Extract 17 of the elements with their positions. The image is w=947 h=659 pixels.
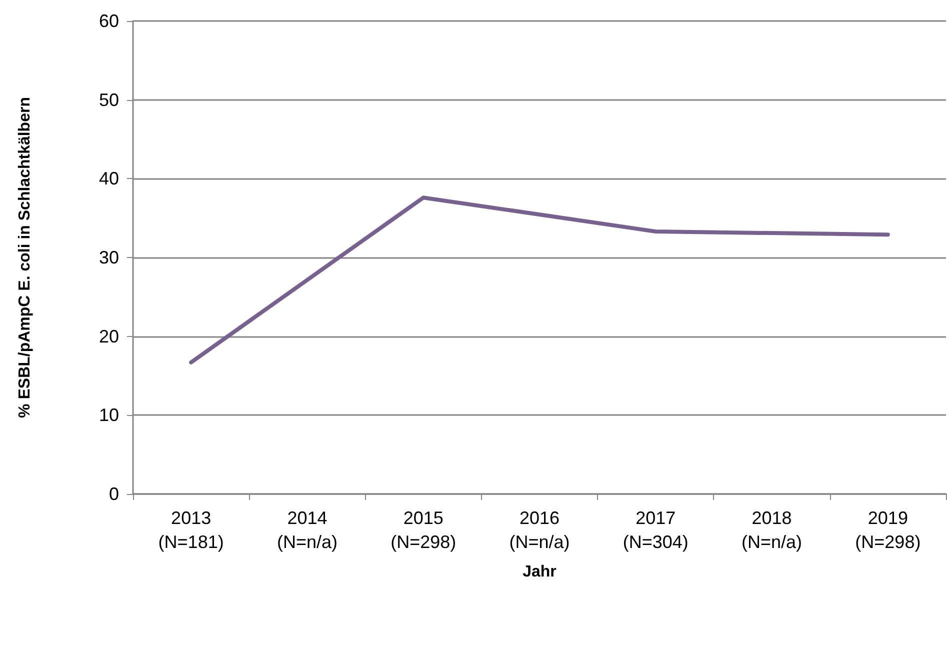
x-tick-label: 2013 (N=181) — [158, 508, 224, 552]
line-series — [189, 196, 890, 364]
x-tick-label: 2018 (N=n/a) — [742, 508, 802, 552]
x-tick-label: 2015 (N=298) — [390, 508, 456, 552]
x-tick-label: 2017 (N=304) — [622, 508, 688, 552]
y-tick-label: 20 — [98, 326, 119, 346]
y-tick-label: 50 — [98, 90, 119, 110]
x-tick-label: 2019 (N=298) — [855, 508, 921, 552]
x-tick-label: 2014 (N=n/a) — [276, 508, 338, 552]
y-tick-label: 30 — [98, 248, 119, 268]
y-tick-label: 10 — [98, 405, 119, 426]
x-tick-label: 2016 (N=n/a) — [509, 508, 570, 552]
y-tick-label: 40 — [98, 168, 119, 189]
x-axis-title: Jahr — [522, 564, 556, 580]
y-axis-title: % ESBL/pAmpC E. coli in Schlachtkälbern — [16, 97, 34, 418]
y-tick-label: 0 — [108, 484, 119, 504]
y-tick-label: 60 — [98, 11, 119, 31]
